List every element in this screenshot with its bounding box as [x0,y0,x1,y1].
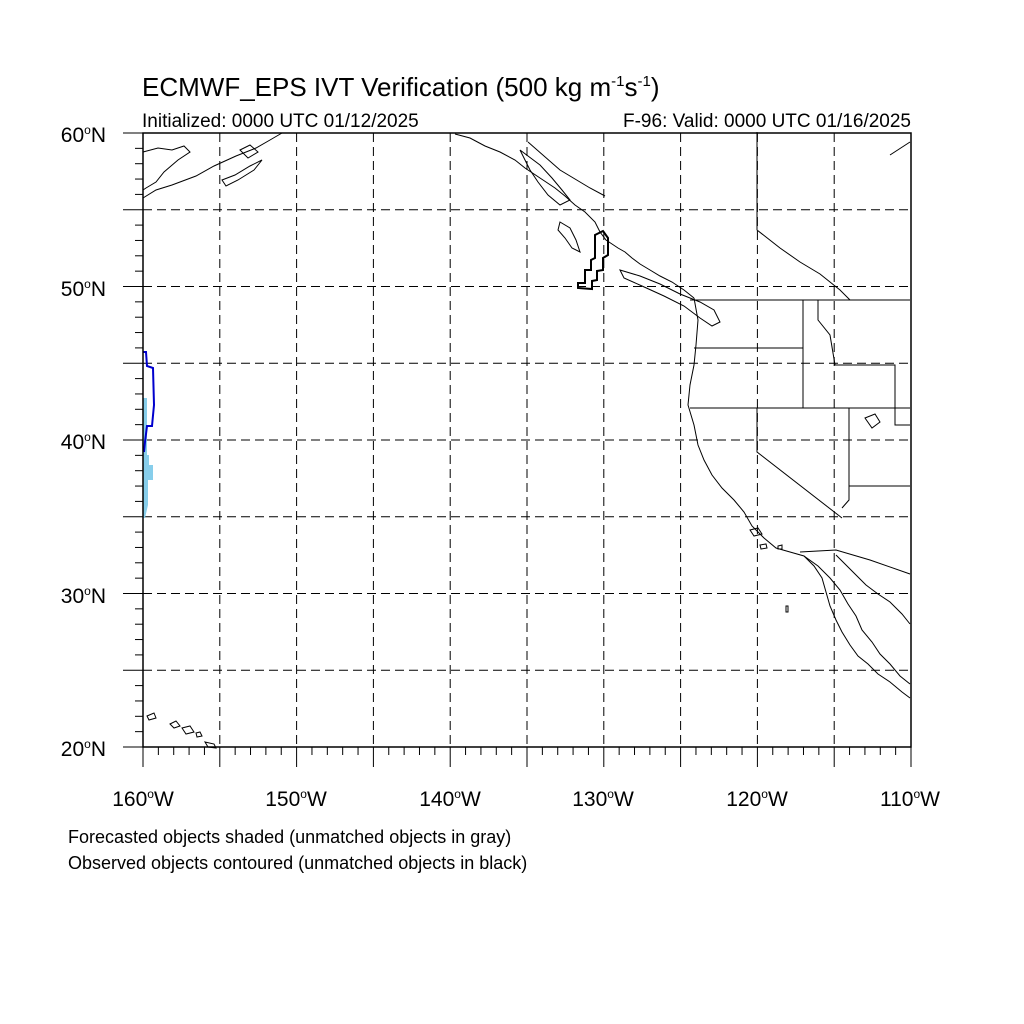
map-frame [142,132,912,748]
grid-lines [143,133,911,747]
lat-label-30: 30oN [60,584,106,608]
lon-label-150w: 150oW [265,787,327,811]
us-mexico-border [799,549,911,575]
alaska-coastline [142,132,283,199]
lon-label-140w: 140oW [419,787,481,811]
bc-coastline [454,133,695,299]
lat-label-20: 20oN [60,737,106,761]
coastlines-and-borders [142,132,911,749]
forecast-note: Forecasted objects shaded (unmatched obj… [68,827,512,847]
us-west-coastline [687,297,911,699]
axis-ticks [123,132,912,767]
initialized-time: Initialized: 0000 UTC 01/12/2025 [142,111,419,132]
lat-label-60: 60oN [60,123,106,147]
observed-note: Observed objects contoured (unmatched ob… [68,853,528,873]
hawaii-islands [146,712,157,721]
observed-object-contour-matched [143,351,156,453]
map-title: ECMWF_EPS IVT Verification (500 kg m-1s-… [142,72,660,102]
lat-label-40: 40oN [60,430,106,454]
forecast-object-shaded [143,398,153,518]
lon-label-160w: 160oW [112,787,174,811]
lon-label-120w: 120oW [726,787,788,811]
valid-time: F-96: Valid: 0000 UTC 01/16/2025 [623,111,911,132]
lon-label-110w: 110oW [880,787,940,811]
lon-label-130w: 130oW [572,787,634,811]
lat-label-50: 50oN [60,277,106,301]
observed-object-contour-unmatched [577,229,609,291]
